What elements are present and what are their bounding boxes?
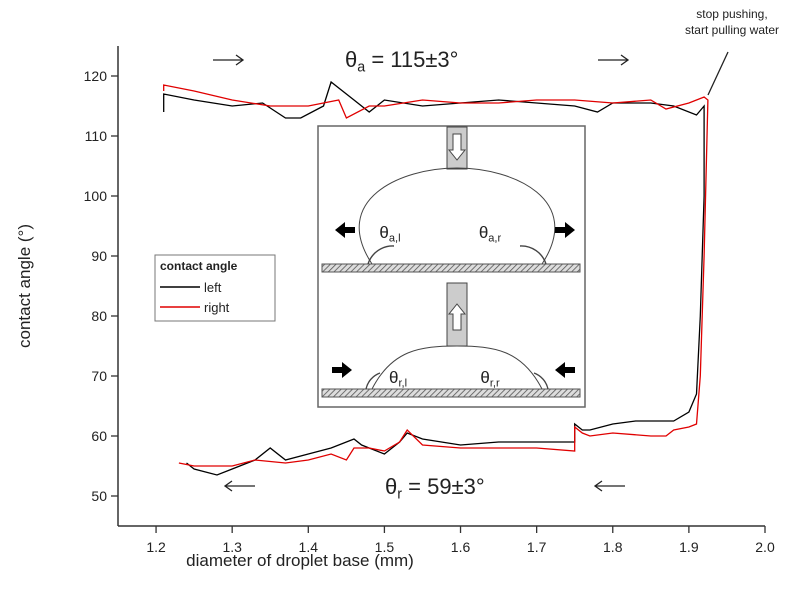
x-tick-label: 1.7: [527, 539, 547, 555]
receding-angle-rest: = 59±3°: [402, 474, 485, 499]
note: stop pushing,: [696, 7, 767, 21]
inset-label-sub: a,l: [389, 232, 401, 244]
x-tick-label: 1.3: [222, 539, 242, 555]
inset-label-symbol: θ: [480, 368, 489, 387]
inset-label-symbol: θ: [379, 223, 388, 242]
x-tick-label: 1.2: [146, 539, 166, 555]
x-axis-label: diameter of droplet base (mm): [186, 551, 414, 570]
receding-angle: θr = 59±3°: [385, 474, 485, 502]
advancing-angle: θa = 115±3°: [345, 47, 458, 75]
inset-label-symbol: θ: [389, 368, 398, 387]
legend-title: contact angle: [160, 259, 238, 273]
advancing-angle-symbol: θ: [345, 47, 357, 72]
legend-label: left: [204, 280, 222, 295]
y-tick-label: 100: [84, 188, 108, 204]
y-tick-label: 60: [91, 428, 107, 444]
y-tick-label: 120: [84, 68, 108, 84]
x-tick-label: 1.5: [375, 539, 395, 555]
legend-label: right: [204, 300, 230, 315]
y-tick-label: 110: [85, 128, 108, 144]
x-tick-label: 2.0: [755, 539, 775, 555]
note: start pulling water: [685, 23, 779, 37]
x-tick-label: 1.8: [603, 539, 623, 555]
inset-label-sub: a,r: [488, 232, 501, 244]
legend-box: [154, 254, 276, 322]
inset: [317, 125, 586, 408]
y-axis-label: contact angle (°): [15, 224, 34, 348]
y-tick-label: 80: [91, 308, 107, 324]
inset-label: θa,r: [479, 223, 502, 244]
series-line: [163, 80, 705, 476]
inset-label-sub: r,r: [490, 377, 500, 389]
advancing-angle-sub: a: [357, 59, 365, 75]
x-tick-label: 1.9: [679, 539, 699, 555]
inset-label: θr,r: [480, 368, 500, 389]
inset-label: θr,l: [389, 368, 407, 389]
advancing-angle-rest: = 115±3°: [365, 47, 458, 72]
inset-label-sub: r,l: [398, 377, 407, 389]
y-tick-label: 50: [91, 488, 107, 504]
x-tick-label: 1.6: [451, 539, 471, 555]
receding-angle-symbol: θ: [385, 474, 397, 499]
y-tick-label: 70: [91, 368, 107, 384]
receding-angle-sub: r: [397, 486, 402, 502]
inset-label: θa,l: [379, 223, 400, 244]
series-line: [163, 84, 709, 467]
y-tick-label: 90: [91, 248, 107, 264]
direction-arrows: [213, 51, 729, 492]
plot: [163, 80, 709, 476]
inset-label-symbol: θ: [479, 223, 488, 242]
x-tick-label: 1.4: [299, 539, 319, 555]
